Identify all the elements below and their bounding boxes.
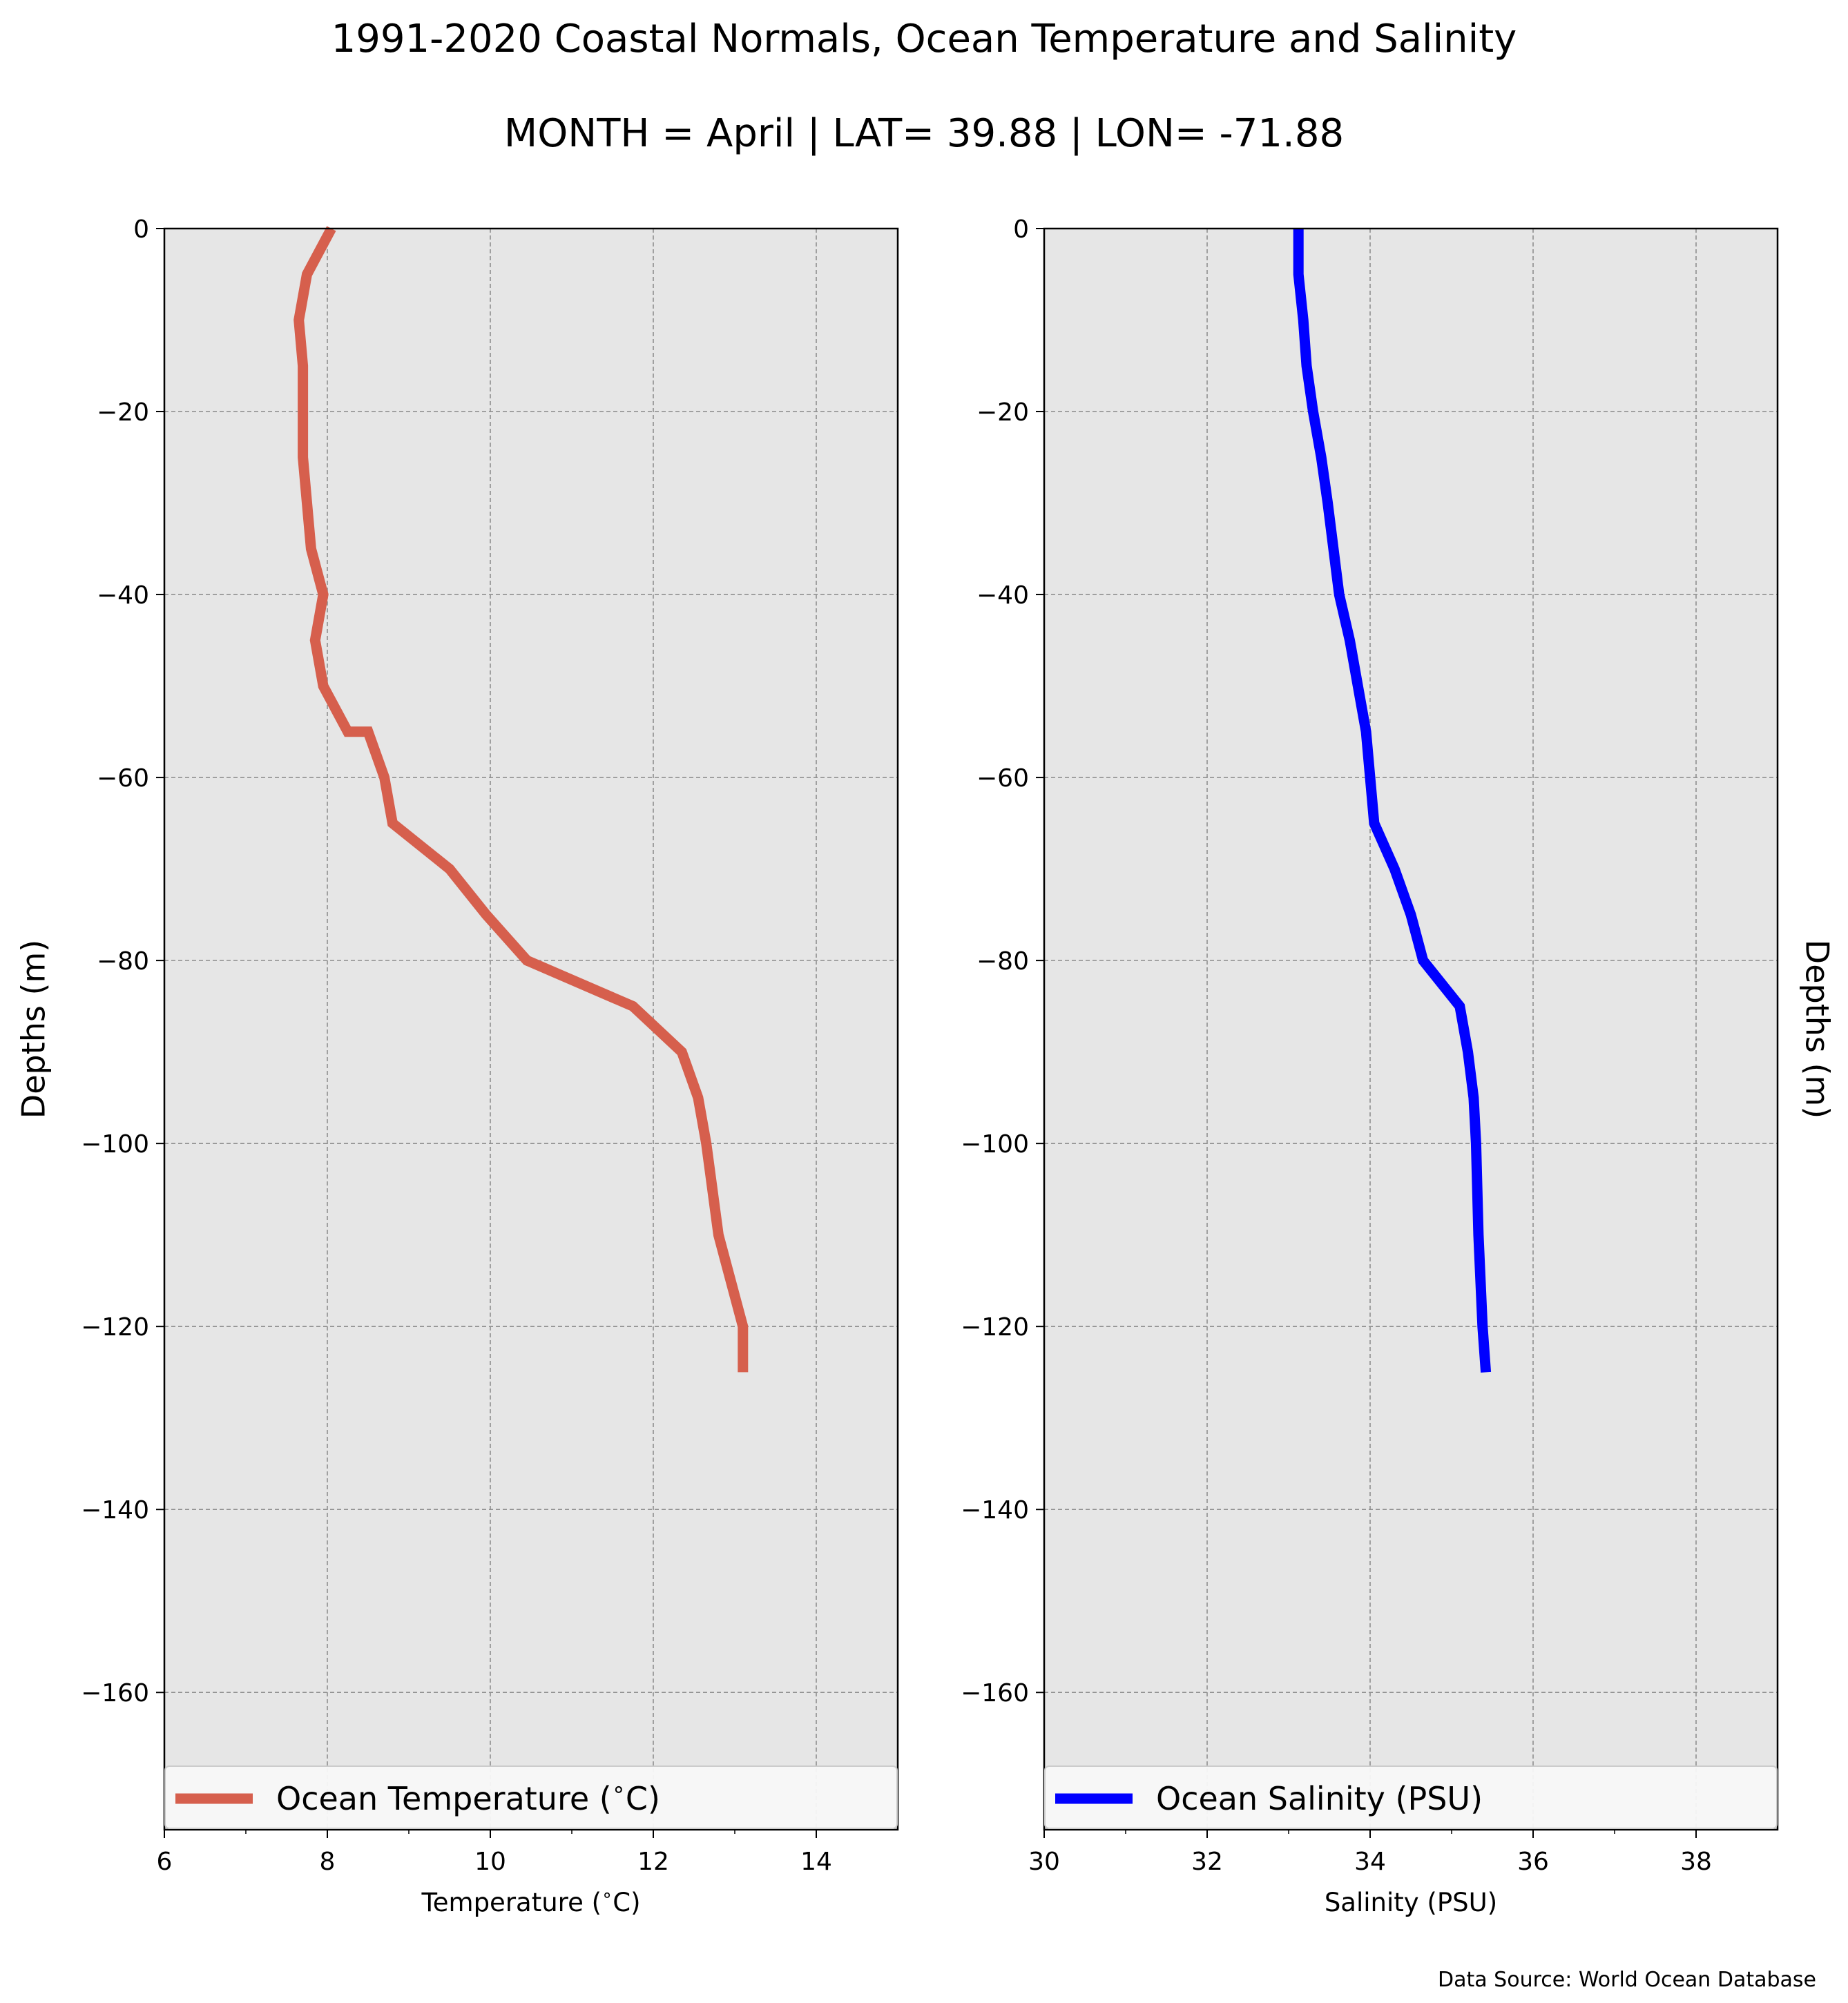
chart-title: 1991-2020 Coastal Normals, Ocean Tempera… — [331, 17, 1517, 61]
x-tick-label: 10 — [474, 1848, 506, 1876]
temperature-panel: 6 8 10 12 14 0 −20 −40 −60 −80 −100 −120 −140 −160 Tem… — [15, 215, 899, 1917]
y-axis-label: Depths (m) — [15, 940, 52, 1119]
y-axis-label: Depths (m) — [1799, 940, 1836, 1119]
legend-box — [1044, 1765, 1778, 1829]
x-tick-label: 12 — [637, 1848, 669, 1876]
y-tick-label: 0 — [133, 215, 149, 244]
plot-frame — [1043, 227, 1779, 1831]
x-tick-label: 8 — [320, 1848, 336, 1876]
data-source: Data Source: World Ocean Database — [1438, 1968, 1816, 1992]
y-tick-label: −20 — [97, 398, 149, 427]
series-line — [293, 226, 749, 1373]
y-tick-label: −60 — [976, 764, 1029, 793]
y-tick-label: −100 — [81, 1130, 149, 1159]
y-tick-label: −20 — [976, 398, 1029, 427]
y-tick-label: −120 — [81, 1313, 149, 1342]
y-tick-label: −40 — [976, 581, 1029, 610]
legend-label: Ocean Salinity (PSU) — [1156, 1780, 1483, 1817]
y-tick-label: −160 — [81, 1679, 149, 1707]
x-tick-label: 34 — [1354, 1848, 1386, 1876]
legend-box — [164, 1765, 898, 1829]
x-tick-label: 38 — [1680, 1848, 1712, 1876]
x-tick-label: 6 — [157, 1848, 173, 1876]
y-tick-label: −140 — [961, 1496, 1029, 1525]
x-tick-label: 30 — [1028, 1848, 1060, 1876]
legend-label: Ocean Temperature (∘C) — [276, 1776, 660, 1817]
plot-frame — [163, 227, 899, 1831]
series-line — [1293, 229, 1492, 1373]
y-tick-label: −160 — [961, 1679, 1029, 1707]
plot-area — [164, 229, 898, 1830]
y-tick-label: −80 — [97, 947, 149, 976]
x-axis-label: Temperature (∘C) — [421, 1885, 640, 1917]
y-tick-label: −40 — [97, 581, 149, 610]
x-tick-label: 36 — [1517, 1848, 1549, 1876]
x-tick-label: 14 — [800, 1848, 832, 1876]
y-tick-label: 0 — [1013, 215, 1029, 244]
plot-area — [1044, 229, 1778, 1830]
y-tick-label: −80 — [976, 947, 1029, 976]
y-tick-label: −100 — [961, 1130, 1029, 1159]
y-tick-label: −60 — [97, 764, 149, 793]
y-tick-label: −120 — [961, 1313, 1029, 1342]
salinity-panel: 30 32 34 36 38 0 −20 −40 −60 −80 −100 −120 −140 −160 S… — [961, 215, 1836, 1917]
x-tick-label: 32 — [1191, 1848, 1223, 1876]
x-axis-label: Salinity (PSU) — [1325, 1888, 1497, 1917]
chart-subtitle: MONTH = April | LAT= 39.88 | LON= -71.88 — [504, 111, 1344, 156]
y-tick-label: −140 — [81, 1496, 149, 1525]
